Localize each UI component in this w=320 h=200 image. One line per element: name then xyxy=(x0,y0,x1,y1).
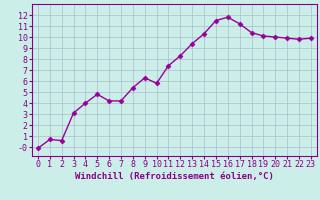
X-axis label: Windchill (Refroidissement éolien,°C): Windchill (Refroidissement éolien,°C) xyxy=(75,172,274,181)
